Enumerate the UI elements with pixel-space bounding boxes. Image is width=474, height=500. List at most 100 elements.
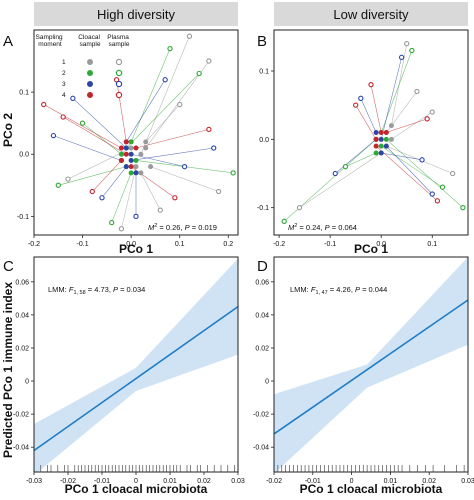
- plasma-point: [409, 47, 415, 54]
- legend: Sampling moment Cloacal sample Plasma sa…: [36, 34, 130, 99]
- plasma-point: [460, 205, 466, 211]
- y-tick-label-c: -0.04: [13, 445, 29, 452]
- legend-header-cloacal-2: sample: [80, 41, 101, 48]
- pair-link: [63, 116, 127, 155]
- plot-frame-a: [33, 29, 239, 236]
- plasma-point: [196, 70, 202, 77]
- legend-plasma-mark: [115, 58, 123, 66]
- y-tick-label-c: 0.06: [15, 279, 29, 286]
- cloacal-point: [133, 170, 139, 176]
- pair-link: [116, 79, 127, 142]
- plasma-point: [211, 145, 217, 151]
- cloacal-point: [143, 145, 149, 151]
- pair-link: [111, 172, 132, 223]
- x-tick-label-a: 0.1: [175, 241, 185, 248]
- legend-cloacal-mark: [87, 92, 93, 98]
- plasma-point: [434, 198, 441, 204]
- pair-link: [375, 145, 438, 202]
- legend-header-cloacal-1: Cloacal: [78, 34, 100, 41]
- legend-plasma-mark: [115, 91, 123, 99]
- plasma-point: [342, 164, 349, 170]
- y-tick-label-d: 0.06: [255, 279, 269, 286]
- legend-header-moment: Sampling moment: [36, 34, 65, 48]
- legend-header-cloacal: Cloacal sample: [78, 34, 102, 48]
- cloacal-point: [378, 130, 384, 135]
- panel-tag-d: D: [257, 258, 268, 275]
- panel-tag-b: B: [257, 33, 267, 50]
- plasma-point: [79, 120, 86, 126]
- y-tick-label-a: 0.0: [19, 152, 29, 159]
- pair-link: [299, 152, 382, 208]
- confidence-band: [274, 257, 468, 472]
- legend-header-plasma-2: sample: [109, 41, 130, 48]
- pair-link: [72, 98, 127, 149]
- cloacal-point: [133, 157, 139, 163]
- plasma-point: [50, 132, 57, 139]
- plasma-point: [113, 77, 120, 83]
- x-tick-label-d: 0: [350, 478, 354, 485]
- plasma-point: [118, 226, 125, 232]
- y-tick-label-b: 0.1: [259, 69, 269, 76]
- pair-link: [131, 147, 214, 161]
- x-tick-label-c: -0.03: [26, 478, 42, 485]
- cloacal-point: [388, 136, 394, 142]
- legend-cloacal-mark: [87, 70, 93, 76]
- x-label-pco1-b: PCo 1: [354, 242, 388, 256]
- plasma-point: [206, 58, 212, 64]
- plasma-point: [332, 170, 338, 177]
- plasma-point: [157, 207, 163, 213]
- pair-link: [386, 139, 464, 208]
- cloacal-point: [383, 143, 389, 149]
- pair-link: [140, 172, 161, 211]
- pair-link: [126, 79, 166, 142]
- x-tick-label-a: -0.1: [77, 241, 89, 248]
- y-label-pco2: PCo 2: [1, 113, 15, 147]
- cloacal-point: [128, 157, 134, 163]
- plasma-point: [55, 182, 61, 188]
- x-tick-label-c: 0.03: [231, 478, 245, 485]
- y-tick-label-b: -0.1: [257, 205, 269, 212]
- cloacal-point: [123, 145, 129, 151]
- cloacal-point: [373, 150, 379, 156]
- x-tick-label-c: -0.01: [94, 478, 110, 485]
- panel-tag-a: A: [3, 33, 13, 50]
- cloacal-point: [373, 143, 379, 149]
- x-tick-label-d: 0.02: [422, 478, 436, 485]
- cloacal-point: [118, 157, 124, 163]
- pair-link: [126, 73, 200, 149]
- plasma-point: [133, 213, 139, 220]
- cloacal-point: [118, 151, 124, 157]
- x-tick-label-c: -0.02: [60, 478, 76, 485]
- plasma-point: [177, 101, 183, 108]
- plasma-point: [167, 45, 173, 52]
- pair-link: [92, 160, 122, 192]
- plasma-point: [450, 170, 456, 177]
- x-label-pco1-a: PCo 1: [119, 242, 153, 256]
- cloacal-point: [383, 136, 389, 142]
- x-tick-label-b: 0.0: [376, 241, 386, 248]
- x-tick-label-d: -0.01: [305, 478, 321, 485]
- stat-a: M2 = 0.26, P = 0.019: [148, 223, 217, 232]
- plasma-point: [41, 101, 47, 108]
- plasma-point: [109, 219, 115, 226]
- cloacal-point: [383, 130, 389, 135]
- cloacal-point: [128, 170, 134, 176]
- plasma-point: [99, 195, 105, 201]
- legend-moment-4: 4: [62, 92, 66, 99]
- pair-link: [58, 166, 127, 186]
- stat-c: LMM: F1, 58 = 4.73, P = 0.034: [48, 285, 145, 296]
- x-tick-label-a: -0.2: [28, 241, 40, 248]
- x-label-cloacal-c: PCo 1 cloacal microbiota: [65, 482, 208, 495]
- x-tick-label-d: 0.03: [461, 478, 474, 485]
- plasma-point: [186, 33, 193, 39]
- legend-cloacal-mark: [87, 59, 93, 65]
- cloacal-point: [123, 164, 129, 170]
- strip-low-diversity: [274, 2, 468, 26]
- y-tick-label-d: 0.02: [255, 345, 269, 352]
- stat-b: M2 = 0.24, P = 0.064: [288, 223, 357, 232]
- plasma-point: [60, 114, 66, 120]
- pair-link: [130, 166, 176, 198]
- x-tick-label-a: 0.2: [223, 241, 233, 248]
- pair-link: [43, 104, 122, 149]
